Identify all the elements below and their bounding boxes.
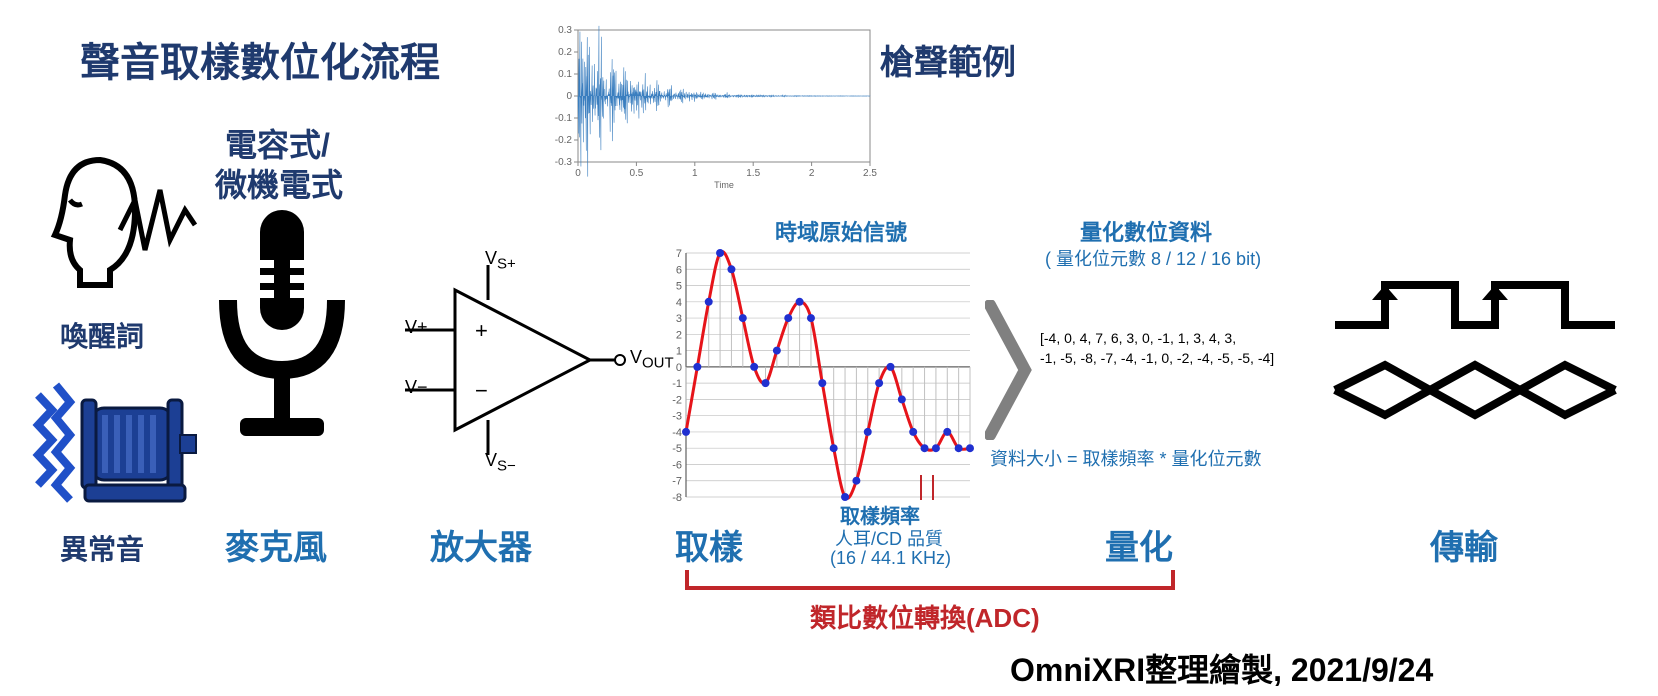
svg-text:-0.1: -0.1 xyxy=(555,113,573,124)
quant-label: 量化 xyxy=(1105,520,1173,569)
mic-bottom-label: 麥克風 xyxy=(225,520,327,569)
svg-text:6: 6 xyxy=(676,264,682,276)
main-title: 聲音取樣數位化流程 xyxy=(80,30,440,88)
amplifier-icon: + − xyxy=(400,260,640,460)
credit-text: OmniXRI整理繪製, 2021/9/24 xyxy=(1010,645,1433,691)
amp-vs-minus: VS− xyxy=(485,450,516,475)
svg-text:0: 0 xyxy=(575,168,581,179)
svg-text:3: 3 xyxy=(676,313,682,325)
quant-data1: [-4, 0, 4, 7, 6, 3, 0, -1, 1, 3, 4, 3, xyxy=(1040,330,1236,346)
svg-text:-5: -5 xyxy=(672,443,682,455)
amp-vs-plus: VS+ xyxy=(485,248,516,273)
svg-text:-2: -2 xyxy=(672,394,682,406)
quant-title: 量化數位資料 xyxy=(1080,215,1212,247)
svg-text:Time: Time xyxy=(714,180,734,190)
svg-text:7: 7 xyxy=(676,248,682,260)
svg-text:-4: -4 xyxy=(672,427,682,439)
svg-text:−: − xyxy=(475,378,488,403)
svg-text:0: 0 xyxy=(676,362,682,374)
gunshot-plot: -0.3 -0.2 -0.1 0 0.1 0.2 0.3 0 0.5 1 1.5 2 2.5 Time xyxy=(540,20,880,190)
quant-formula: 資料大小 = 取樣頻率 * 量化位元數 xyxy=(990,445,1262,471)
amp-bottom-label: 放大器 xyxy=(430,520,532,569)
sampling-plot: -8 -7 -6 -5 -4 -3 -2 -1 0 1 2 3 4 5 6 7 xyxy=(660,245,980,505)
transmission-icon xyxy=(1330,270,1620,430)
svg-text:0.1: 0.1 xyxy=(558,69,572,80)
sampling-label: 取樣 xyxy=(675,520,743,569)
svg-text:1: 1 xyxy=(692,168,698,179)
svg-text:-8: -8 xyxy=(672,492,682,504)
amp-v-plus: V+ xyxy=(405,317,428,338)
svg-text:0.5: 0.5 xyxy=(629,168,643,179)
quant-sub: ( 量化位元數 8 / 12 / 16 bit) xyxy=(1045,245,1261,271)
svg-text:2.5: 2.5 xyxy=(863,168,877,179)
svg-text:5: 5 xyxy=(676,281,682,293)
svg-text:-0.3: -0.3 xyxy=(555,157,573,168)
quant-data2: -1, -5, -8, -7, -4, -1, 0, -2, -4, -5, -… xyxy=(1040,350,1274,366)
amp-v-minus: V− xyxy=(405,377,428,398)
big-arrow-icon xyxy=(985,300,1035,440)
svg-text:-0.2: -0.2 xyxy=(555,135,573,146)
svg-text:4: 4 xyxy=(676,297,682,309)
svg-text:-3: -3 xyxy=(672,411,682,423)
svg-text:0.3: 0.3 xyxy=(558,25,572,36)
adc-label: 類比數位轉換(ADC) xyxy=(810,598,1040,635)
svg-text:0: 0 xyxy=(566,91,572,102)
svg-text:+: + xyxy=(475,318,488,343)
freq-sub2: (16 / 44.1 KHz) xyxy=(830,548,951,569)
svg-text:1: 1 xyxy=(676,346,682,358)
talking-head-icon xyxy=(40,140,200,320)
wake-word-label: 喚醒詞 xyxy=(60,315,144,355)
svg-text:-7: -7 xyxy=(672,476,682,488)
transmit-label: 傳輸 xyxy=(1430,520,1498,569)
motor-icon xyxy=(30,380,200,520)
svg-text:2: 2 xyxy=(809,168,815,179)
svg-text:-1: -1 xyxy=(672,378,682,390)
svg-text:0.2: 0.2 xyxy=(558,47,572,58)
svg-text:-6: -6 xyxy=(672,459,682,471)
adc-bracket xyxy=(685,570,1175,600)
svg-text:2: 2 xyxy=(676,329,682,341)
gunshot-title: 槍聲範例 xyxy=(880,35,1016,84)
freq-pointer xyxy=(918,475,948,505)
sampling-title: 時域原始信號 xyxy=(775,215,907,247)
mic-top-label-2: 微機電式 xyxy=(215,160,343,206)
abnormal-label: 異常音 xyxy=(60,528,144,568)
microphone-icon xyxy=(210,210,350,490)
svg-text:1.5: 1.5 xyxy=(746,168,760,179)
